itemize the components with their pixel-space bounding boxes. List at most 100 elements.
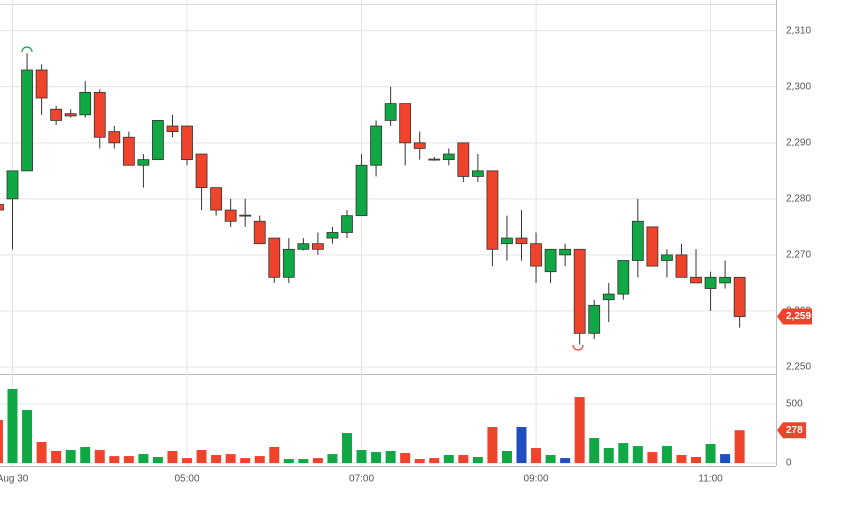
candle-body: [646, 226, 659, 267]
candle-body: [559, 248, 572, 256]
candle-body: [631, 220, 644, 261]
candle-body: [501, 237, 513, 245]
last-price-tag: [777, 308, 812, 325]
volume-bar: [7, 388, 18, 464]
y-tick-label: 2,270: [786, 250, 811, 261]
y-tick-label: 2,310: [786, 25, 811, 36]
volume-bar: [560, 458, 571, 464]
y-tick-label: 0: [786, 458, 792, 469]
volume-bar: [458, 455, 469, 464]
candle-body: [341, 215, 353, 233]
volume-bar: [574, 397, 585, 464]
labels: 2,2502,2602,2702,2802,2902,3002,3102,259…: [0, 25, 812, 485]
last-price-label: 2,259: [786, 311, 811, 322]
volume-bar: [341, 433, 352, 464]
volume-bar: [80, 446, 91, 464]
volume-bar: [414, 459, 425, 464]
candle-body: [253, 220, 266, 245]
y-tick-label: 2,280: [786, 194, 811, 205]
candle-body: [661, 254, 673, 261]
volume-bar: [94, 450, 105, 464]
volume-bar: [240, 458, 251, 464]
volume-bar: [51, 451, 62, 464]
last-volume-label: 278: [786, 425, 803, 436]
candle-body: [326, 232, 339, 239]
candle-body: [442, 153, 455, 161]
volume-bar: [269, 446, 280, 464]
candle-body: [675, 254, 688, 278]
y-tick-label: 2,290: [786, 137, 811, 148]
y-tick-label: 2,250: [786, 362, 811, 373]
volume-bar: [443, 455, 454, 464]
volume-bar: [400, 453, 411, 464]
candle-body: [588, 304, 601, 334]
volume-bar: [211, 455, 222, 464]
candle-body: [108, 131, 121, 144]
candle-body: [413, 142, 426, 149]
volume-bar: [516, 427, 527, 464]
volume-bar: [225, 454, 236, 464]
candle-body: [515, 237, 528, 245]
volume-bar: [123, 456, 134, 464]
volume-bar: [429, 458, 440, 464]
volume-bar: [589, 438, 600, 464]
candle-body: [268, 237, 281, 278]
candle-body: [297, 243, 310, 250]
x-tick-label: 05:00: [175, 474, 200, 485]
volume-bar: [531, 448, 542, 464]
volume-bar: [152, 457, 163, 464]
volume-bar: [356, 450, 367, 464]
volume-bar: [36, 442, 47, 464]
volume-bar: [603, 448, 614, 464]
volume-bar: [65, 450, 76, 464]
volume-bar: [705, 444, 716, 464]
volume-bar: [501, 451, 512, 464]
marks: [0, 53, 746, 464]
candle-body: [239, 214, 252, 217]
volume-bar: [312, 458, 323, 464]
candle-body: [719, 276, 732, 284]
candle-body: [79, 92, 92, 116]
candle-body: [457, 142, 470, 177]
candle-body: [181, 125, 193, 161]
candle-body: [35, 69, 48, 99]
volume-bar: [632, 446, 643, 464]
x-tick-label: 07:00: [349, 474, 374, 485]
candle-body: [122, 136, 135, 166]
candle-body: [573, 248, 586, 334]
candle-body: [195, 153, 208, 189]
candle-body: [690, 276, 702, 284]
candle-body: [486, 170, 499, 250]
volume-bar: [109, 456, 120, 464]
candle-body: [152, 120, 164, 161]
candle-body: [544, 248, 557, 273]
candle-body: [0, 204, 4, 211]
candle-body: [166, 125, 179, 133]
volume-bar: [676, 455, 687, 464]
y-tick-label: 2,300: [786, 81, 811, 92]
candle-body: [282, 248, 295, 278]
candle-body: [355, 164, 368, 217]
volume-bar: [167, 451, 178, 464]
volume-bar: [22, 410, 33, 464]
candle-body: [399, 103, 412, 144]
volume-bar: [0, 420, 3, 464]
candle-body: [384, 103, 397, 121]
candle-body: [64, 113, 77, 117]
candle-body: [93, 92, 106, 138]
volume-bar: [618, 443, 629, 464]
y-tick-label: 500: [786, 399, 803, 410]
candle-body: [370, 125, 382, 166]
x-tick-label: 09:00: [524, 474, 549, 485]
candle-body: [530, 243, 542, 267]
x-tick-label: 11:00: [698, 474, 723, 485]
x-tick-label: Aug 30: [0, 474, 29, 485]
candle-body: [224, 209, 237, 222]
volume-bar: [182, 458, 193, 464]
candle-body: [6, 170, 19, 200]
volume-bar: [196, 450, 207, 464]
volume-bar: [385, 451, 396, 464]
candle-body: [21, 69, 33, 172]
candle-body: [617, 260, 630, 295]
